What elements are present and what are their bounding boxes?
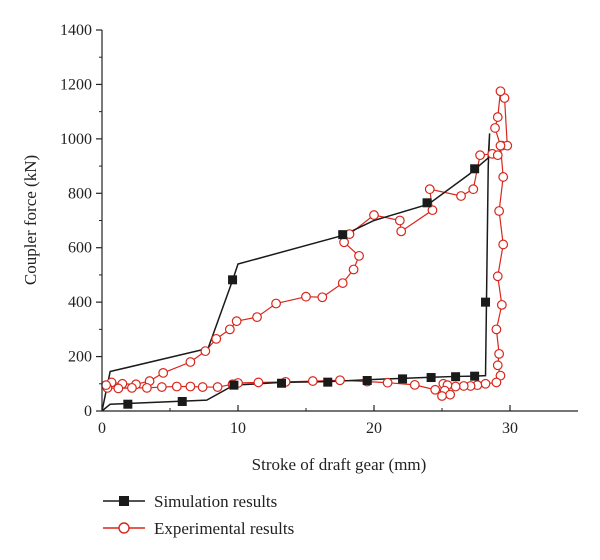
experimental-results-point <box>141 382 152 393</box>
experimental-results-point <box>156 382 167 392</box>
experimental-results-point <box>200 346 211 357</box>
axes: 0 10 20 30 0 200 400 600 800 1000 1200 1400 <box>60 22 578 437</box>
experimental-results-point <box>427 205 438 216</box>
x-tick-label: 10 <box>230 420 246 437</box>
simulation-results-point <box>228 275 238 285</box>
experimental-results-point <box>492 150 503 161</box>
simulation-results-point <box>470 371 480 381</box>
experimental-results-point <box>475 150 485 161</box>
experimental-results-point <box>494 348 505 359</box>
experimental-results-point <box>496 299 507 310</box>
y-tick-label: 1400 <box>60 22 92 39</box>
experimental-results-point <box>253 377 264 388</box>
experimental-results-point <box>430 384 441 395</box>
experimental-results-point <box>394 215 405 226</box>
experimental-results-point <box>492 360 503 371</box>
simulation-results-point <box>229 380 239 390</box>
experimental-results-point <box>339 237 349 248</box>
simulation-results-point <box>470 164 480 174</box>
simulation-results-point <box>123 399 133 409</box>
x-tick-label: 0 <box>98 420 106 437</box>
x-tick-label: 20 <box>366 420 382 437</box>
y-tick-label: 1200 <box>60 76 92 93</box>
experimental-results-point <box>495 86 506 97</box>
experimental-results-point <box>437 391 447 401</box>
legend-label-simulation: Simulation results <box>154 492 277 511</box>
experimental-results-point <box>197 382 208 392</box>
experimental-results-point <box>307 376 318 386</box>
simulation-results-point <box>398 374 408 384</box>
experimental-results-point <box>396 226 407 237</box>
x-tick-label: 30 <box>502 420 518 437</box>
y-tick-label: 400 <box>68 294 92 311</box>
simulation-results-point <box>338 230 348 240</box>
experimental-results-point <box>185 381 196 392</box>
experimental-results-point <box>127 382 137 393</box>
simulation-results-point <box>451 372 461 382</box>
experimental-results-point <box>498 239 509 250</box>
experimental-results-point <box>480 378 491 389</box>
experimental-results-point <box>211 333 222 344</box>
simulation-results-point <box>277 378 287 388</box>
experimental-results-point <box>491 324 502 335</box>
experimental-results-point <box>450 381 461 392</box>
plot-area <box>101 86 513 412</box>
y-tick-label: 200 <box>68 349 92 366</box>
y-tick-label: 800 <box>68 185 92 202</box>
experimental-results-point <box>113 383 124 394</box>
simulation-results-point <box>177 396 187 406</box>
simulation-results-line <box>101 133 491 412</box>
experimental-results-point <box>490 123 500 133</box>
x-axis-label: Stroke of draft gear (mm) <box>252 455 427 474</box>
experimental-results-point <box>424 184 435 195</box>
experimental-results-line <box>105 89 508 397</box>
experimental-results-point <box>252 312 262 323</box>
experimental-results-point <box>185 357 196 367</box>
y-tick-label: 1000 <box>60 131 92 148</box>
simulation-results-point <box>481 297 491 307</box>
experimental-results-point <box>101 380 111 391</box>
legend-entry-simulation: Simulation results <box>103 492 277 511</box>
experimental-results-point <box>456 191 466 201</box>
experimental-results-point <box>498 172 509 182</box>
experimental-results-point <box>468 184 479 195</box>
legend: Simulation results Experimental results <box>103 492 294 538</box>
experimental-results-point <box>492 112 503 122</box>
legend-label-experimental: Experimental results <box>154 519 294 538</box>
y-axis-label: Coupler force (kN) <box>21 155 40 285</box>
experimental-results-point <box>301 291 311 302</box>
legend-entry-experimental: Experimental results <box>103 519 294 538</box>
simulation-results-point <box>362 376 372 386</box>
experimental-results-point <box>348 264 359 275</box>
simulation-results-point <box>426 373 436 383</box>
experimental-results-point <box>409 379 420 390</box>
experimental-results-point <box>335 375 345 386</box>
experimental-results-point <box>458 381 469 391</box>
experimental-results-point <box>494 206 505 216</box>
experimental-results-point <box>369 210 379 220</box>
experimental-results-point <box>445 389 456 400</box>
experimental-results-point <box>231 316 242 327</box>
experimental-results-point <box>212 382 223 392</box>
experimental-results-point <box>354 250 364 261</box>
simulation-results-point <box>323 377 333 387</box>
experimental-results-point <box>492 271 503 282</box>
experimental-results-point <box>495 140 506 151</box>
experimental-results-point <box>317 292 328 303</box>
experimental-results-point <box>382 377 393 388</box>
y-tick-label: 0 <box>84 403 92 420</box>
simulation-results-point <box>422 198 432 208</box>
experimental-results-point <box>158 368 169 378</box>
experimental-results-point <box>171 381 182 392</box>
experimental-results-point <box>491 377 502 388</box>
experimental-results-point <box>224 324 235 335</box>
experimental-results-point <box>271 298 281 309</box>
y-tick-label: 600 <box>68 240 92 257</box>
experimental-results-point <box>337 278 348 288</box>
